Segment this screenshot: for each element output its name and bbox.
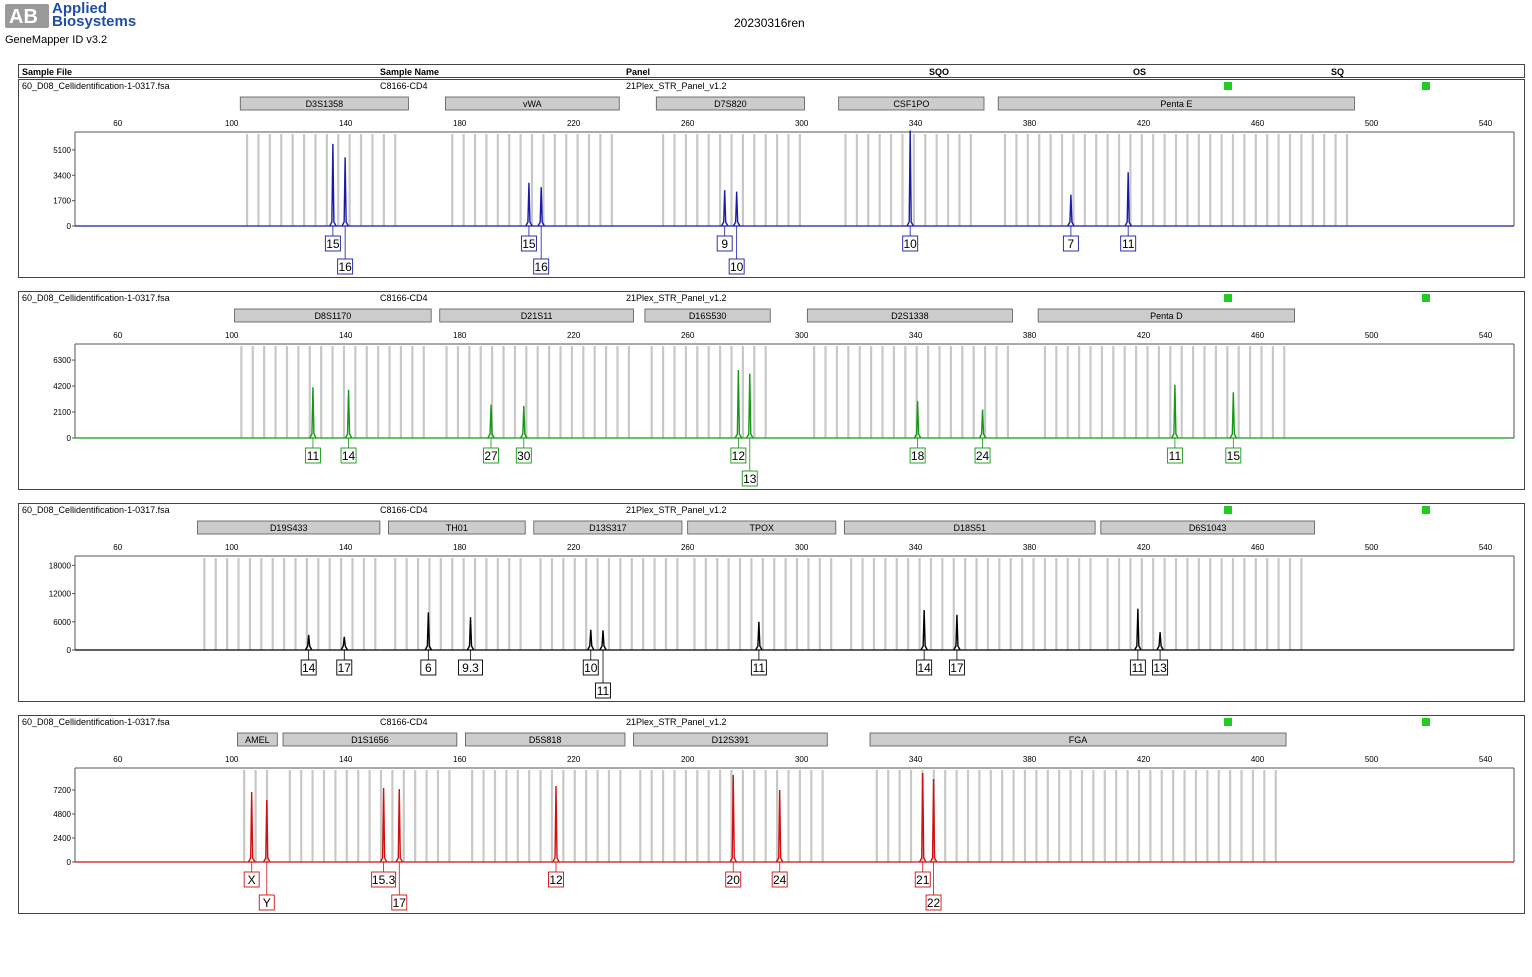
- sample-name: C8166-CD4: [380, 81, 428, 91]
- panel-name: 21Plex_STR_Panel_v1.2: [626, 505, 727, 515]
- sq-status-indicator: [1422, 294, 1430, 302]
- report-title: 20230316ren: [734, 16, 805, 30]
- column-header-sq: SQ: [1331, 67, 1345, 77]
- os-status-indicator: [1224, 82, 1232, 90]
- brand-line-2: Biosystems: [52, 13, 137, 30]
- sample-name: C8166-CD4: [380, 505, 428, 515]
- panel-name: 21Plex_STR_Panel_v1.2: [626, 293, 727, 303]
- applied-biosystems-logo: AB: [5, 4, 49, 28]
- sample-name: C8166-CD4: [380, 717, 428, 727]
- column-header-os: OS: [1133, 67, 1147, 77]
- electropherogram-panel-blue: [18, 79, 1525, 278]
- panel-name: 21Plex_STR_Panel_v1.2: [626, 81, 727, 91]
- column-header-sqo: SQO: [929, 67, 950, 77]
- brand-name: Applied Biosystems: [52, 0, 137, 30]
- os-status-indicator: [1224, 294, 1232, 302]
- column-header-sample-file: Sample File: [22, 67, 73, 77]
- electropherogram-panel-red: [18, 715, 1525, 914]
- column-header-panel: Panel: [626, 67, 651, 77]
- sq-status-indicator: [1422, 506, 1430, 514]
- column-header-row: [18, 64, 1525, 78]
- panel-name: 21Plex_STR_Panel_v1.2: [626, 717, 727, 727]
- column-header-sample-name: Sample Name: [380, 67, 440, 77]
- electropherogram-panel-green: [18, 291, 1525, 490]
- sample-file: 60_D08_Cellidentification-1-0317.fsa: [22, 293, 170, 303]
- sample-file: 60_D08_Cellidentification-1-0317.fsa: [22, 81, 170, 91]
- brand-line-1: Applied: [52, 0, 107, 17]
- sample-file: 60_D08_Cellidentification-1-0317.fsa: [22, 717, 170, 727]
- os-status-indicator: [1224, 506, 1232, 514]
- sq-status-indicator: [1422, 82, 1430, 90]
- software-version: GeneMapper ID v3.2: [5, 34, 108, 46]
- os-status-indicator: [1224, 718, 1232, 726]
- sq-status-indicator: [1422, 718, 1430, 726]
- svg-text:AB: AB: [9, 6, 38, 28]
- sample-name: C8166-CD4: [380, 293, 428, 303]
- electropherogram-panel-black: [18, 503, 1525, 702]
- sample-file: 60_D08_Cellidentification-1-0317.fsa: [22, 505, 170, 515]
